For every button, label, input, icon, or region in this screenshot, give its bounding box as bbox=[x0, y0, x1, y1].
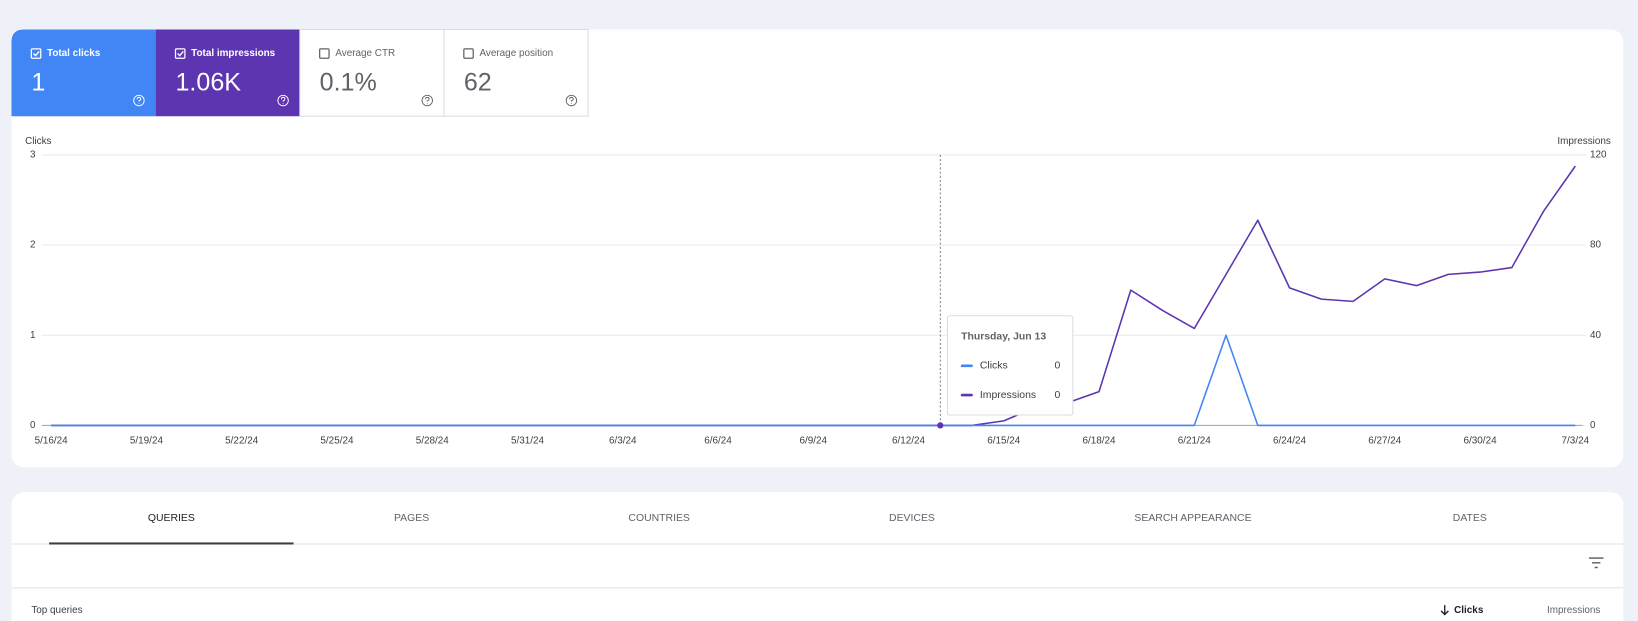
help-glyph bbox=[136, 96, 142, 104]
y-tick-label: 0 bbox=[30, 420, 36, 431]
y-tick-label: 1 bbox=[30, 330, 36, 341]
x-tick-label: 5/16/24 bbox=[35, 436, 69, 447]
performance-card bbox=[11, 29, 1624, 468]
help-glyph bbox=[280, 96, 286, 104]
table-title: Top queries bbox=[31, 605, 82, 616]
help-glyph bbox=[425, 96, 430, 104]
tab[interactable]: DATES bbox=[1453, 513, 1487, 524]
column-header[interactable]: Clicks bbox=[1454, 605, 1484, 616]
x-tick-label: 6/6/24 bbox=[704, 436, 732, 447]
x-tick-label: 6/15/24 bbox=[987, 436, 1021, 447]
checkbox bbox=[319, 48, 330, 59]
x-tick-label: 5/22/24 bbox=[225, 436, 259, 447]
y-tick-label: 3 bbox=[30, 149, 36, 160]
metric-label: Average position bbox=[479, 48, 553, 59]
x-tick-label: 6/12/24 bbox=[892, 436, 926, 447]
x-tick-label: 5/31/24 bbox=[511, 436, 545, 447]
tooltip-value: 0 bbox=[1055, 390, 1061, 401]
checkbox bbox=[30, 48, 42, 59]
help-glyph bbox=[569, 96, 574, 104]
y2-tick-label: 0 bbox=[1590, 420, 1596, 431]
tab[interactable]: SEARCH APPEARANCE bbox=[1134, 513, 1251, 524]
y-axis-title: Clicks bbox=[25, 136, 51, 147]
table-card bbox=[11, 492, 1624, 621]
metric-label: Total clicks bbox=[47, 48, 101, 59]
column-header[interactable]: Impressions bbox=[1547, 605, 1600, 616]
x-tick-label: 6/24/24 bbox=[1273, 436, 1307, 447]
metric-tile[interactable]: Average CTR 0.1% bbox=[299, 28, 445, 117]
tab[interactable]: QUERIES bbox=[148, 513, 195, 524]
metric-value: 62 bbox=[464, 68, 492, 96]
tooltip-box bbox=[946, 315, 1074, 416]
y2-tick-label: 40 bbox=[1590, 330, 1602, 341]
metric-tile[interactable]: Average position 62 bbox=[443, 28, 589, 117]
help-icon bbox=[133, 94, 145, 107]
tile-bg bbox=[11, 29, 156, 117]
tooltip-value: 0 bbox=[1055, 361, 1061, 372]
x-tick-label: 6/3/24 bbox=[609, 436, 637, 447]
tooltip-title: Thursday, Jun 13 bbox=[961, 331, 1046, 342]
x-tick-label: 6/9/24 bbox=[799, 436, 827, 447]
x-tick-label: 7/3/24 bbox=[1562, 436, 1590, 447]
tooltip: Thursday, Jun 13 Clicks 0 Impressions 0 bbox=[946, 315, 1074, 416]
help-icon bbox=[421, 94, 433, 107]
tooltip-series: Clicks bbox=[980, 361, 1008, 372]
metric-value: 0.1% bbox=[320, 68, 377, 96]
x-tick-label: 6/27/24 bbox=[1368, 436, 1402, 447]
y2-tick-label: 80 bbox=[1590, 240, 1602, 251]
x-tick-label: 6/18/24 bbox=[1082, 436, 1116, 447]
tab-indicator bbox=[49, 542, 294, 545]
metric-value: 1.06K bbox=[176, 68, 242, 96]
checkbox bbox=[174, 48, 186, 59]
x-tick-label: 6/30/24 bbox=[1464, 436, 1498, 447]
tile-bg bbox=[299, 28, 445, 117]
checkbox bbox=[463, 48, 474, 59]
y2-tick-label: 120 bbox=[1590, 149, 1607, 160]
y2-axis-title: Impressions bbox=[1557, 136, 1610, 147]
filter-icon[interactable] bbox=[1588, 557, 1604, 569]
tooltip-series: Impressions bbox=[980, 390, 1036, 401]
hover-dot bbox=[937, 422, 944, 429]
x-tick-label: 6/21/24 bbox=[1178, 436, 1212, 447]
metric-tile[interactable]: Total impressions 1.06K bbox=[155, 29, 300, 117]
tile-bg bbox=[155, 29, 300, 117]
tab[interactable]: DEVICES bbox=[889, 513, 935, 524]
help-icon bbox=[565, 94, 578, 107]
metric-value: 1 bbox=[31, 68, 45, 96]
metric-label: Average CTR bbox=[335, 48, 395, 59]
sort-arrow bbox=[1440, 605, 1449, 616]
y-tick-label: 2 bbox=[30, 240, 36, 251]
help-icon bbox=[277, 94, 289, 107]
metric-label: Total impressions bbox=[191, 48, 276, 59]
tile-bg bbox=[443, 28, 589, 117]
x-tick-label: 5/25/24 bbox=[320, 436, 354, 447]
tab[interactable]: PAGES bbox=[394, 513, 429, 524]
x-tick-label: 5/28/24 bbox=[416, 436, 450, 447]
series-line bbox=[51, 334, 1576, 427]
check-mark bbox=[177, 50, 184, 57]
check-mark bbox=[32, 50, 40, 57]
x-tick-label: 5/19/24 bbox=[130, 436, 164, 447]
tab[interactable]: COUNTRIES bbox=[628, 513, 690, 524]
